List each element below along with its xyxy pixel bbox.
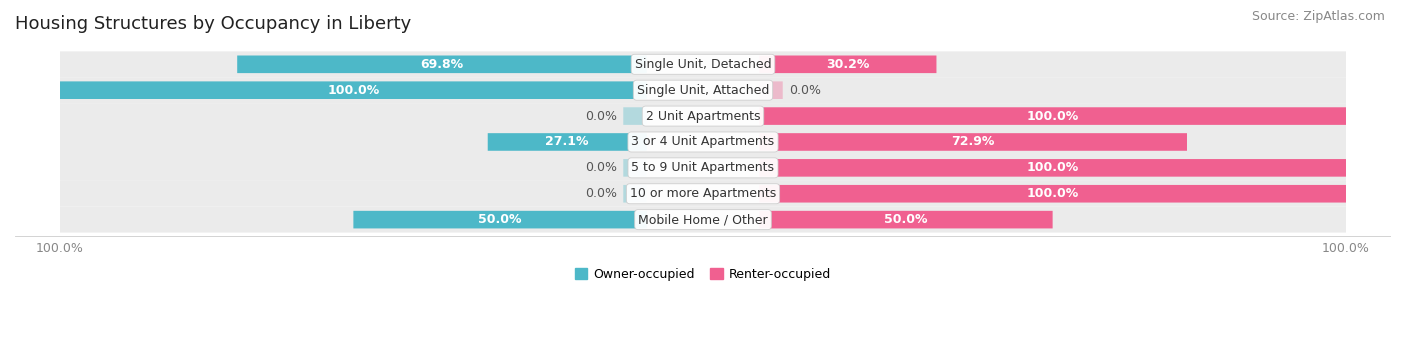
Text: 50.0%: 50.0% — [478, 213, 522, 226]
Text: 69.8%: 69.8% — [420, 58, 464, 71]
Text: 30.2%: 30.2% — [827, 58, 869, 71]
FancyBboxPatch shape — [623, 185, 647, 203]
Text: 3 or 4 Unit Apartments: 3 or 4 Unit Apartments — [631, 135, 775, 148]
FancyBboxPatch shape — [60, 103, 1346, 129]
FancyBboxPatch shape — [60, 77, 1346, 103]
Text: Source: ZipAtlas.com: Source: ZipAtlas.com — [1251, 10, 1385, 23]
Text: Single Unit, Attached: Single Unit, Attached — [637, 84, 769, 97]
FancyBboxPatch shape — [60, 181, 1346, 207]
Text: 50.0%: 50.0% — [884, 213, 928, 226]
Text: 100.0%: 100.0% — [1026, 187, 1078, 200]
FancyBboxPatch shape — [759, 107, 1346, 125]
FancyBboxPatch shape — [60, 51, 1346, 77]
FancyBboxPatch shape — [60, 81, 647, 99]
FancyBboxPatch shape — [488, 133, 647, 151]
FancyBboxPatch shape — [623, 159, 647, 177]
Text: 5 to 9 Unit Apartments: 5 to 9 Unit Apartments — [631, 161, 775, 174]
Text: 100.0%: 100.0% — [1026, 161, 1078, 174]
Text: 0.0%: 0.0% — [585, 187, 617, 200]
Text: Single Unit, Detached: Single Unit, Detached — [634, 58, 772, 71]
Text: 100.0%: 100.0% — [1026, 109, 1078, 122]
Text: 27.1%: 27.1% — [546, 135, 589, 148]
FancyBboxPatch shape — [759, 81, 783, 99]
FancyBboxPatch shape — [759, 185, 1346, 203]
Text: 0.0%: 0.0% — [585, 161, 617, 174]
FancyBboxPatch shape — [60, 129, 1346, 155]
FancyBboxPatch shape — [60, 207, 1346, 233]
Text: 72.9%: 72.9% — [952, 135, 995, 148]
FancyBboxPatch shape — [623, 107, 647, 125]
Text: 0.0%: 0.0% — [789, 84, 821, 97]
Text: 0.0%: 0.0% — [585, 109, 617, 122]
FancyBboxPatch shape — [353, 211, 647, 228]
Text: Housing Structures by Occupancy in Liberty: Housing Structures by Occupancy in Liber… — [15, 15, 411, 33]
FancyBboxPatch shape — [759, 159, 1346, 177]
FancyBboxPatch shape — [60, 155, 1346, 181]
Text: 100.0%: 100.0% — [328, 84, 380, 97]
Text: 10 or more Apartments: 10 or more Apartments — [630, 187, 776, 200]
FancyBboxPatch shape — [238, 56, 647, 73]
Text: Mobile Home / Other: Mobile Home / Other — [638, 213, 768, 226]
Legend: Owner-occupied, Renter-occupied: Owner-occupied, Renter-occupied — [569, 263, 837, 286]
FancyBboxPatch shape — [759, 211, 1053, 228]
FancyBboxPatch shape — [759, 56, 936, 73]
Text: 2 Unit Apartments: 2 Unit Apartments — [645, 109, 761, 122]
FancyBboxPatch shape — [759, 133, 1187, 151]
